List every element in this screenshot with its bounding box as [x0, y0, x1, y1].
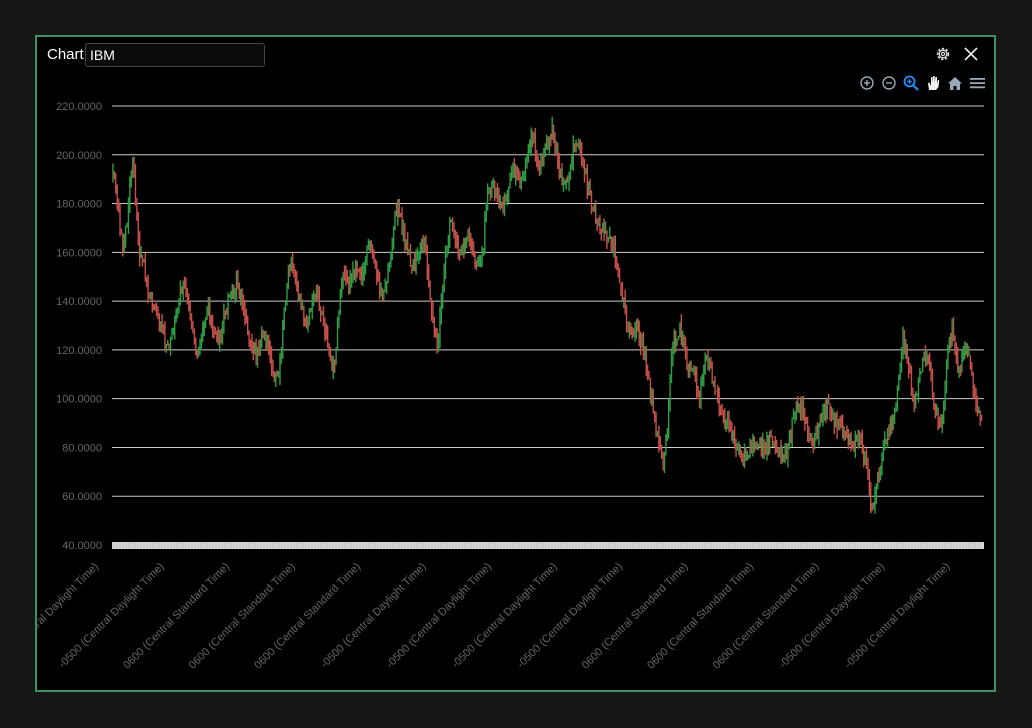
x-tick-label: -0500 (Central Daylight Time): [777, 561, 887, 671]
pan-hand-icon[interactable]: [924, 74, 942, 92]
y-tick-label: 220.0000: [56, 101, 102, 113]
x-tick-label: 0600 (Central Standard Time): [187, 561, 298, 672]
y-tick-label: 80.0000: [62, 442, 102, 454]
menu-icon[interactable]: [968, 74, 986, 92]
zoom-select-icon[interactable]: [902, 74, 920, 92]
y-tick-label: 180.0000: [56, 199, 102, 211]
y-tick-label: 140.0000: [56, 296, 102, 308]
y-tick-label: 40.0000: [62, 540, 102, 552]
home-reset-icon[interactable]: [946, 74, 964, 92]
x-tick-label: 0600 (Central Standard Time): [252, 561, 363, 672]
x-tick-label: 0600 (Central Standard Time): [711, 561, 822, 672]
x-tick-label: -0500 (Central Daylight Time): [319, 561, 429, 671]
price-chart: 40.0000 60.0000 80.0000 100.0000 120.0000 140…: [37, 101, 984, 672]
x-tick-label: -0500 (Central Daylight Time): [843, 561, 953, 671]
x-tick-label: Central Daylight Time): [37, 561, 101, 646]
chart-window: Chart 40.000: [35, 35, 996, 692]
x-tick-label: 0600 (Central Standard Time): [580, 561, 691, 672]
close-icon[interactable]: [962, 45, 980, 63]
x-tick-label: 0600 (Central Standard Time): [645, 561, 756, 672]
y-tick-label: 200.0000: [56, 150, 102, 162]
x-tick-label: -0500 (Central Daylight Time): [450, 561, 560, 671]
zoom-out-icon[interactable]: [880, 74, 898, 92]
y-tick-label: 160.0000: [56, 247, 102, 259]
y-tick-label: 120.0000: [56, 345, 102, 357]
x-tick-label: 0600 (Central Standard Time): [121, 561, 232, 672]
symbol-input[interactable]: [85, 43, 265, 67]
chart-label: Chart: [47, 46, 84, 63]
y-tick-label: 100.0000: [56, 394, 102, 406]
x-tick-label: -0500 (Central Daylight Time): [57, 561, 167, 671]
range-navigator[interactable]: [112, 542, 984, 549]
zoom-in-icon[interactable]: [858, 74, 876, 92]
y-tick-label: 60.0000: [62, 491, 102, 503]
gear-icon[interactable]: [934, 45, 952, 63]
x-tick-label: -0500 (Central Daylight Time): [515, 561, 625, 671]
chart-toolbar: [858, 74, 986, 92]
x-tick-label: -0500 (Central Daylight Time): [384, 561, 494, 671]
